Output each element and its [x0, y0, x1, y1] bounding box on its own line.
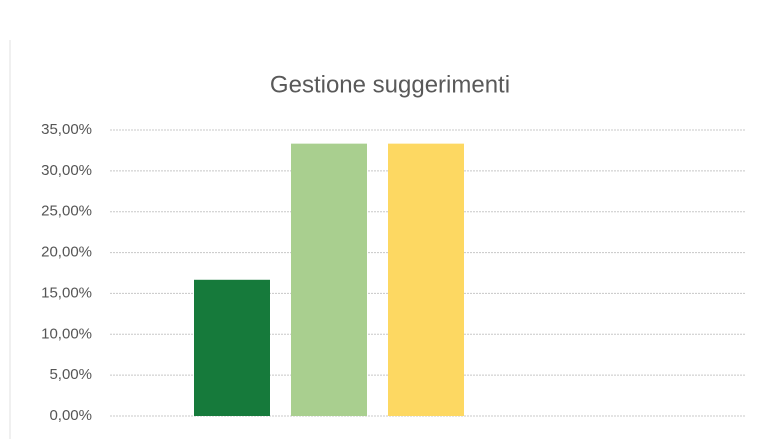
chart-title: Gestione suggerimenti: [270, 71, 510, 98]
y-tick-label: 35,00%: [41, 121, 92, 138]
y-tick-label: 0,00%: [49, 407, 92, 424]
bar: [388, 143, 464, 416]
y-tick-label: 10,00%: [41, 325, 92, 342]
bar: [194, 279, 270, 416]
y-tick-label: 15,00%: [41, 284, 92, 301]
bar: [291, 143, 367, 416]
y-tick-label: 5,00%: [49, 366, 92, 383]
y-tick-label: 20,00%: [41, 244, 92, 261]
y-tick-label: 25,00%: [41, 203, 92, 220]
y-tick-label: 30,00%: [41, 162, 92, 179]
